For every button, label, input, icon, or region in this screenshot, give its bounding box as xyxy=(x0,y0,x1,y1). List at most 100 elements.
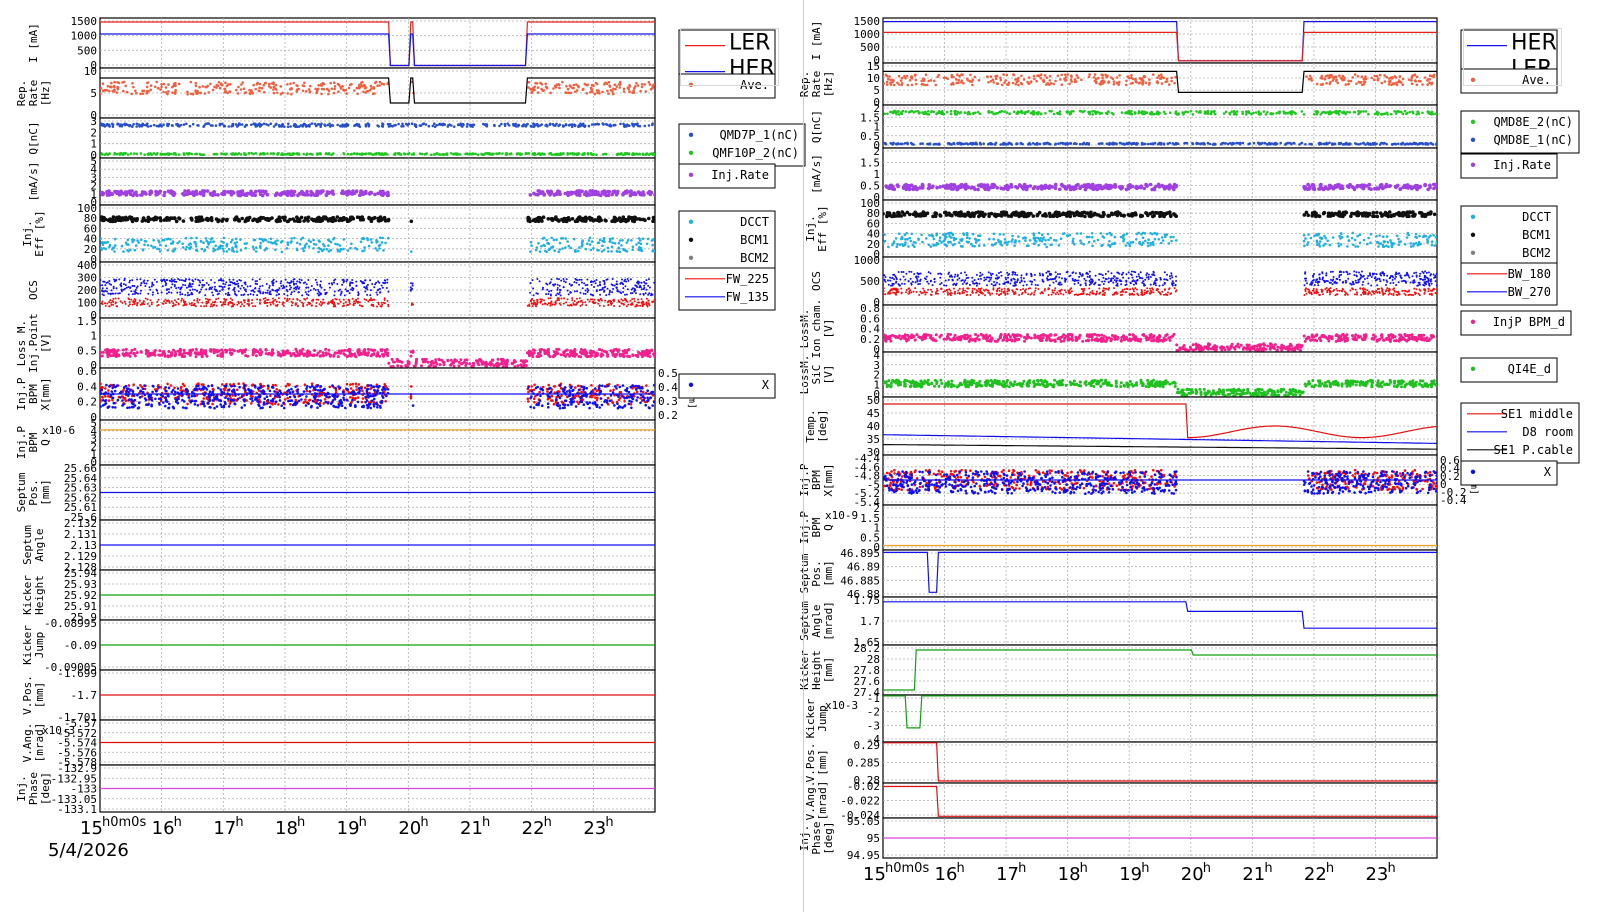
legend-right-charge: QMD8E_2(nC)QMD8E_1(nC) xyxy=(1461,111,1579,153)
tick-label: 95.05 xyxy=(847,815,880,828)
tick-label: 95 xyxy=(867,832,880,845)
tick-label: 45 xyxy=(867,407,880,420)
right-tick-label: -0.4 xyxy=(1440,494,1467,507)
legend-entry: FW_135 xyxy=(726,290,769,304)
y-axis-label: [mm] xyxy=(822,560,835,587)
tick-label: 5 xyxy=(90,87,97,100)
y-axis-label: X[mm] xyxy=(822,463,835,496)
legend-entry: SE1 middle xyxy=(1501,407,1573,421)
tick-label: 1.75 xyxy=(854,594,881,607)
right-tick-label: 0.4 xyxy=(658,381,678,394)
tick-label: 0.4 xyxy=(77,380,97,393)
y-axis-label: I [mA] xyxy=(27,23,40,63)
y-axis-label: [mA/s] xyxy=(810,154,823,194)
y-axis-label: Angle xyxy=(33,528,46,561)
tick-label: 100 xyxy=(77,297,97,310)
tick-label: 10 xyxy=(84,65,97,78)
legend-entry: Inj.Rate xyxy=(711,168,769,182)
tick-label: 300 xyxy=(77,272,97,285)
legend-right-bpmx: X xyxy=(1461,461,1557,485)
y-axis-label: Q xyxy=(822,524,835,531)
legend-right-ocs: BW_180 BW_270 xyxy=(1461,263,1557,305)
y-axis-label: X[mm] xyxy=(39,377,52,410)
date-label: 5/4/2026 xyxy=(48,840,129,861)
tick-label: 94.95 xyxy=(847,849,880,862)
legend-entry: DCCT xyxy=(1522,210,1551,224)
legend-entry: X xyxy=(1544,465,1552,479)
legend-entry: BW_270 xyxy=(1508,285,1551,299)
tick-label: -2 xyxy=(867,706,880,719)
tick-label: 0.2 xyxy=(77,396,97,409)
axis-exponent: x10-3 xyxy=(825,699,858,712)
legend-entry: X xyxy=(762,378,770,392)
panel-left-phase: -132.9-132.95-133-133.05-133.1Inj.Phase[… xyxy=(15,762,655,816)
y-axis-label: [mrad] xyxy=(33,723,46,763)
y-axis-label: Q[nC] xyxy=(27,121,40,154)
y-axis-label: [mm] xyxy=(33,682,46,709)
tick-label: 1.5 xyxy=(77,315,97,328)
legend-entry: QMD8E_1(nC) xyxy=(1494,133,1573,147)
axis-exponent: x10-9 xyxy=(825,509,858,522)
tick-label: 0.29 xyxy=(854,739,881,752)
tick-label: -0.09 xyxy=(64,639,97,652)
tick-label: 0.285 xyxy=(847,757,880,770)
tick-label: -3 xyxy=(867,719,880,732)
y-axis-label: OCS xyxy=(810,271,823,291)
tick-label: 0.6 xyxy=(77,365,97,378)
legend-frame-left xyxy=(680,28,779,86)
tick-label: 50 xyxy=(867,394,880,407)
y-axis-label: [V] xyxy=(822,365,835,385)
legend-entry: InjP BPM_d xyxy=(1493,315,1565,329)
y-axis-label: Height xyxy=(33,575,46,615)
y-axis-label: I [mA] xyxy=(810,21,823,61)
tick-label: 0.5 xyxy=(77,344,97,357)
legend-entry: Inj.Rate xyxy=(1493,158,1551,172)
panel-right-bpmx: -4.4-4.6-4.8-5-5.2-5.40.60.40.20-0.2-0.4… xyxy=(798,452,1479,509)
y-axis-label: [mm] xyxy=(816,749,829,776)
y-axis-label: [deg] xyxy=(816,409,829,442)
y-axis-label: [mA/s] xyxy=(27,162,40,202)
legend-entry: D8 room xyxy=(1522,425,1573,439)
legend-entry: BW_180 xyxy=(1508,267,1551,281)
legend-entry: QMD7P_1(nC) xyxy=(720,128,799,142)
legend-left-bpmx: X xyxy=(679,374,775,398)
tick-label: 35 xyxy=(867,433,880,446)
y-axis-label: [mm] xyxy=(39,479,52,506)
legend-left-charge: QMD7P_1(nC)QMF10P_2(nC) xyxy=(679,124,805,166)
legend-entry: BCM2 xyxy=(740,251,769,265)
panel-right-injrate: 21.510.50[mA/s] xyxy=(810,145,1439,204)
